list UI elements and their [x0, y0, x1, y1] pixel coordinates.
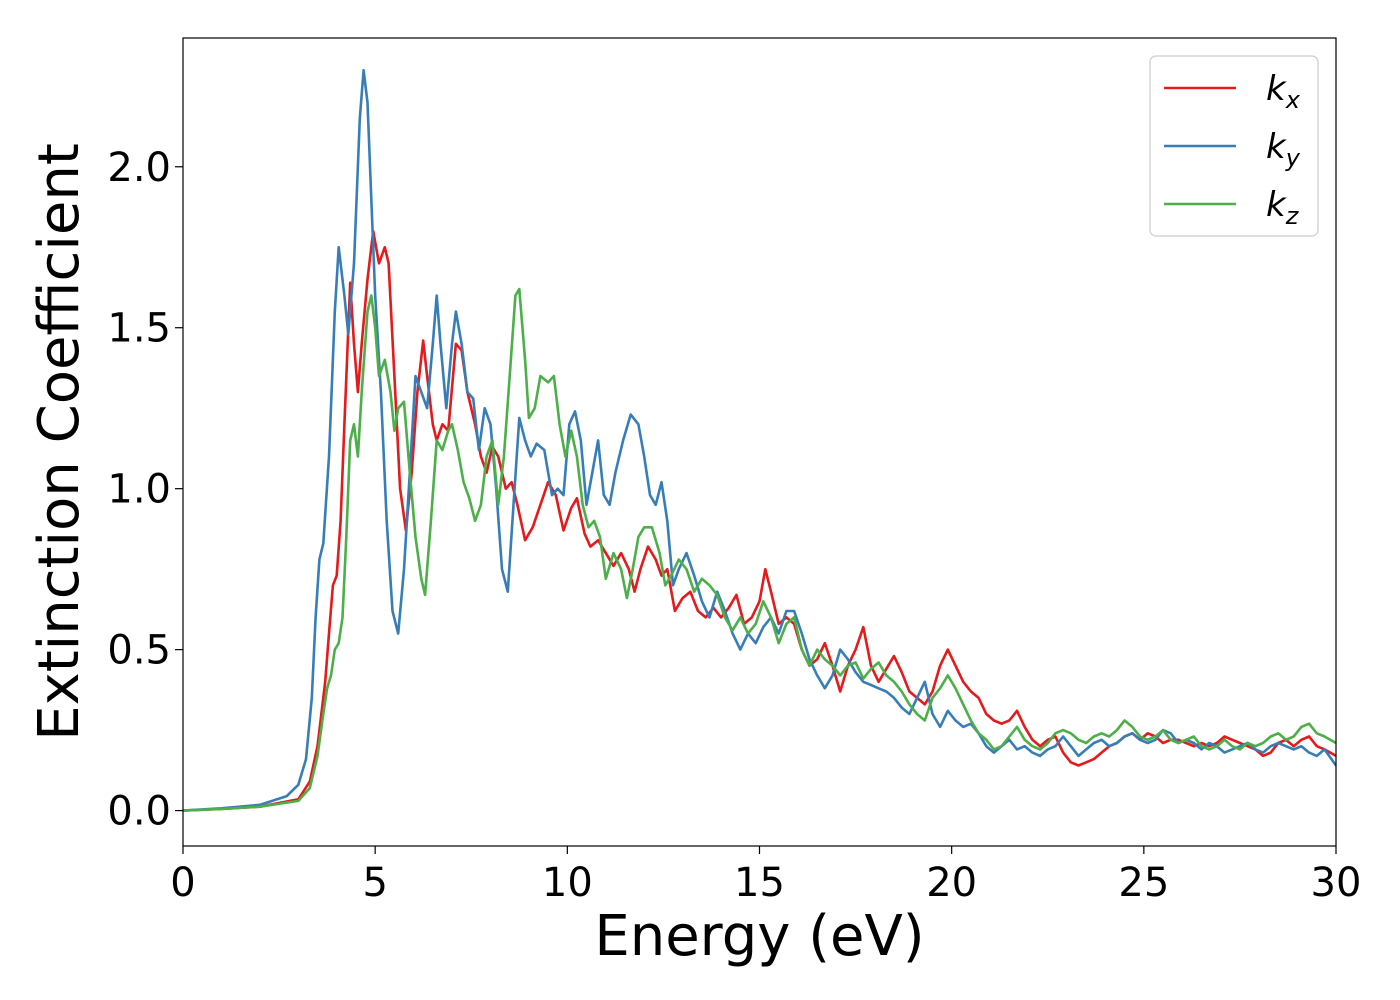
- x-tick-label: 30: [1311, 860, 1362, 906]
- series-line-kz: [183, 287, 1336, 812]
- y-tick-label: 0.0: [107, 789, 171, 835]
- y-axis: 0.0 0.5 1.0 1.5 2.0: [107, 145, 183, 835]
- y-tick-label: 0.5: [107, 628, 171, 674]
- x-tick-label: 25: [1118, 860, 1169, 906]
- legend: kx ky kz: [1149, 55, 1319, 237]
- legend-label-kz: kz: [1266, 185, 1300, 230]
- x-tick-label: 10: [542, 860, 593, 906]
- x-tick-label: 20: [926, 860, 977, 906]
- y-tick-label: 1.0: [107, 467, 171, 513]
- series-layer: [183, 68, 1336, 812]
- y-tick-label: 2.0: [107, 145, 171, 191]
- y-axis-title: Extinction Coefficient: [27, 143, 92, 741]
- x-tick-label: 0: [170, 860, 195, 906]
- x-axis: 0 5 10 15 20 25 30: [170, 846, 1361, 906]
- y-tick-label: 1.5: [107, 306, 171, 352]
- legend-label-ky: ky: [1266, 127, 1301, 172]
- x-tick-label: 15: [734, 860, 785, 906]
- x-axis-title: Energy (eV): [594, 904, 924, 969]
- legend-label-kx: kx: [1266, 69, 1301, 114]
- x-tick-label: 5: [362, 860, 387, 906]
